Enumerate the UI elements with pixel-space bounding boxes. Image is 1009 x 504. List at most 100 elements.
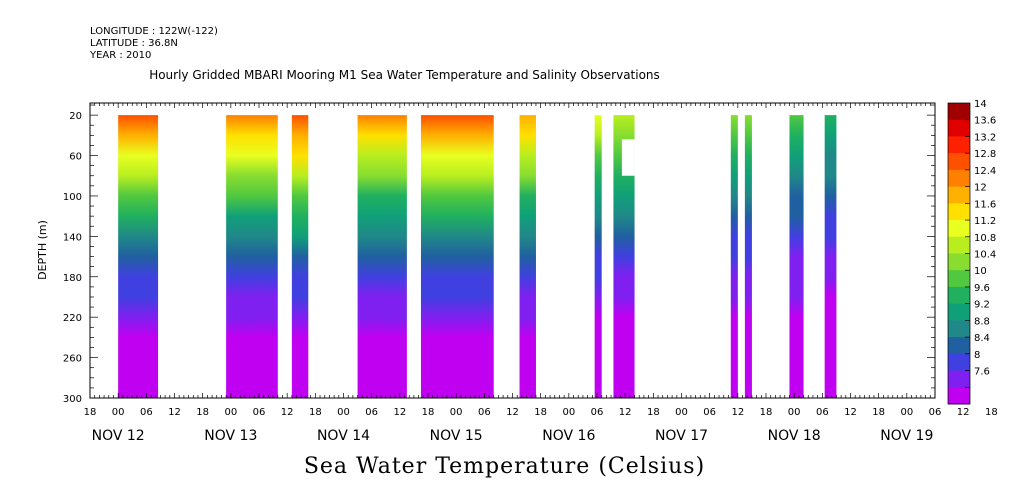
x-hour-tick-label: 18	[422, 407, 435, 418]
x-hour-tick-label: 12	[393, 407, 406, 418]
y-tick-label: 260	[63, 354, 82, 365]
x-hour-tick-label: 18	[985, 407, 998, 418]
colorbar-label: 10	[974, 266, 987, 277]
colorbar-swatch	[948, 103, 970, 121]
data-column	[118, 115, 159, 398]
x-hour-tick-label: 12	[281, 407, 294, 418]
x-hour-tick-label: 06	[478, 407, 491, 418]
x-hour-tick-label: 18	[534, 407, 547, 418]
colorbar-swatch	[948, 370, 970, 388]
data-layer	[118, 115, 837, 398]
x-hour-tick-label: 00	[900, 407, 913, 418]
x-day-label: NOV 13	[204, 428, 257, 444]
colorbar-label: 11.2	[974, 216, 996, 227]
colorbar-label: 9.6	[974, 283, 990, 294]
x-hour-tick-label: 12	[731, 407, 744, 418]
colorbar-label: 7.6	[974, 367, 990, 378]
data-column	[291, 115, 309, 398]
y-tick-label: 100	[63, 192, 82, 203]
data-column	[744, 115, 752, 398]
colorbar-swatch	[948, 220, 970, 238]
data-column	[420, 115, 494, 398]
x-hour-tick-label: 00	[675, 407, 688, 418]
metadata-block: LONGITUDE : 122W(-122) LATITUDE : 36.8N …	[90, 26, 218, 62]
data-column	[824, 115, 837, 398]
colorbar-swatch	[948, 286, 970, 305]
y-axis-label: DEPTH (m)	[36, 220, 49, 280]
x-hour-tick-label: 12	[506, 407, 519, 418]
data-column	[613, 115, 635, 398]
x-hour-tick-label: 18	[760, 407, 773, 418]
colorbar-label: 10.4	[974, 250, 996, 261]
colorbar-label: 8.8	[974, 316, 990, 327]
chart-title: Hourly Gridded MBARI Mooring M1 Sea Wate…	[149, 68, 660, 82]
colorbar-swatch	[948, 186, 970, 204]
x-hour-tick-label: 06	[365, 407, 378, 418]
x-hour-tick-label: 18	[872, 407, 885, 418]
y-tick-label: 20	[69, 111, 82, 122]
x-hour-tick-label: 00	[337, 407, 350, 418]
colorbar-swatch	[948, 253, 970, 271]
x-hour-tick-label: 06	[816, 407, 829, 418]
colorbar-label: 14	[974, 99, 987, 110]
x-hour-tick-label: 18	[647, 407, 660, 418]
x-hour-tick-label: 00	[788, 407, 801, 418]
colorbar-swatch	[948, 236, 970, 254]
colorbar-label: 12.8	[974, 149, 996, 160]
x-day-label: NOV 16	[542, 428, 595, 444]
colorbar-swatch	[948, 169, 970, 188]
data-column	[226, 115, 278, 398]
colorbar-label: 13.6	[974, 116, 996, 127]
x-hour-tick-label: 00	[112, 407, 125, 418]
data-column	[519, 115, 536, 398]
colorbar: 14 13.6 13.2 12.8 12.4 12 11.6 11.2 10.8 10.4 10 9.…	[947, 99, 996, 405]
x-day-label: NOV 12	[92, 428, 145, 444]
x-hour-tick-label: 06	[140, 407, 153, 418]
y-tick-label: 140	[63, 232, 82, 243]
x-hour-tick-label: 00	[224, 407, 237, 418]
x-hour-tick-label: 18	[309, 407, 322, 418]
colorbar-label: 8	[974, 350, 980, 361]
plot-frame	[89, 102, 936, 399]
colorbar-label: 9.2	[974, 300, 990, 311]
colorbar-swatch	[948, 203, 970, 221]
colorbar-swatch	[948, 320, 970, 338]
colorbar-swatch	[948, 303, 970, 321]
y-tick-label: 180	[63, 273, 82, 284]
colorbar-label: 10.8	[974, 233, 996, 244]
colorbar-label: 12.4	[974, 166, 996, 177]
missing-data-gap	[621, 139, 635, 176]
x-hour-tick-label: 06	[591, 407, 604, 418]
colorbar-swatch	[948, 136, 970, 154]
y-tick-label: 220	[63, 313, 82, 324]
variable-title: Sea Water Temperature (Celsius)	[303, 454, 706, 479]
x-day-label: NOV 18	[768, 428, 821, 444]
y-tick-label: 300	[63, 394, 82, 405]
x-hour-tick-label: 06	[929, 407, 942, 418]
colorbar-label: 11.6	[974, 199, 996, 210]
colorbar-swatch	[948, 119, 970, 137]
x-hour-tick-label: 06	[703, 407, 716, 418]
x-day-label: NOV 19	[880, 428, 933, 444]
x-day-label: NOV 14	[317, 428, 370, 444]
colorbar-label: 8.4	[974, 333, 990, 344]
colorbar-swatch	[948, 337, 970, 355]
x-hour-tick-label: 12	[844, 407, 857, 418]
x-day-label: NOV 17	[655, 428, 708, 444]
colorbar-label: 12	[974, 183, 987, 194]
colorbar-swatch	[948, 153, 970, 171]
data-column	[357, 115, 407, 398]
x-hour-tick-label: 18	[84, 407, 97, 418]
x-hour-tick-label: 00	[450, 407, 463, 418]
x-hour-tick-label: 18	[196, 407, 209, 418]
y-tick-label: 60	[69, 152, 82, 163]
data-column	[730, 115, 738, 398]
x-day-label: NOV 15	[430, 428, 483, 444]
colorbar-swatch	[948, 387, 970, 405]
x-hour-tick-label: 12	[619, 407, 632, 418]
colorbar-swatch	[948, 353, 970, 372]
latitude-label: LATITUDE : 36.8N	[90, 38, 178, 49]
x-hour-tick-label: 12	[957, 407, 970, 418]
colorbar-swatch	[948, 270, 970, 288]
year-label: YEAR : 2010	[90, 50, 152, 61]
